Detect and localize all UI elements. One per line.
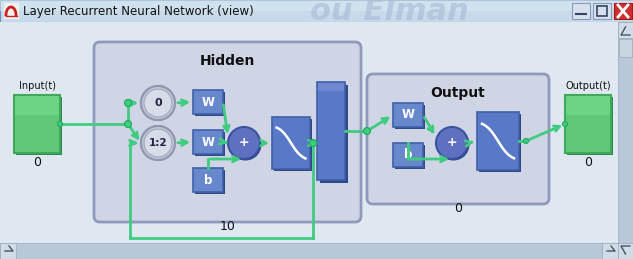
Text: 10: 10 — [220, 220, 235, 234]
Text: ou Elman: ou Elman — [310, 0, 469, 25]
FancyBboxPatch shape — [572, 3, 590, 19]
Circle shape — [563, 121, 568, 126]
FancyBboxPatch shape — [193, 130, 223, 154]
FancyBboxPatch shape — [565, 95, 611, 153]
FancyBboxPatch shape — [195, 92, 225, 116]
Circle shape — [363, 127, 370, 134]
FancyBboxPatch shape — [618, 243, 633, 259]
FancyBboxPatch shape — [393, 103, 423, 127]
Text: Input(t): Input(t) — [18, 81, 56, 91]
Circle shape — [310, 140, 316, 147]
FancyBboxPatch shape — [0, 243, 16, 259]
Circle shape — [140, 125, 176, 161]
Text: b: b — [204, 174, 212, 186]
FancyBboxPatch shape — [15, 96, 59, 115]
FancyBboxPatch shape — [272, 117, 310, 169]
Text: 0: 0 — [33, 155, 41, 169]
FancyBboxPatch shape — [479, 114, 521, 172]
FancyBboxPatch shape — [318, 83, 344, 91]
Circle shape — [437, 128, 470, 161]
FancyBboxPatch shape — [195, 170, 225, 194]
FancyBboxPatch shape — [614, 3, 632, 19]
FancyBboxPatch shape — [0, 243, 618, 259]
Circle shape — [140, 85, 176, 121]
FancyBboxPatch shape — [193, 90, 223, 114]
Circle shape — [125, 120, 132, 127]
FancyBboxPatch shape — [395, 105, 425, 129]
Text: 1:2: 1:2 — [149, 138, 167, 148]
Text: +: + — [447, 136, 457, 149]
Text: 0: 0 — [454, 203, 462, 215]
FancyBboxPatch shape — [566, 96, 610, 115]
Circle shape — [141, 86, 175, 120]
FancyBboxPatch shape — [0, 0, 633, 11]
Text: Output(t): Output(t) — [565, 81, 611, 91]
Text: W: W — [201, 135, 215, 148]
Circle shape — [125, 99, 132, 106]
FancyBboxPatch shape — [367, 74, 549, 204]
Text: 0: 0 — [154, 98, 162, 108]
FancyBboxPatch shape — [593, 3, 611, 19]
Circle shape — [228, 127, 260, 159]
Circle shape — [141, 126, 175, 160]
FancyBboxPatch shape — [618, 22, 633, 259]
FancyBboxPatch shape — [567, 97, 613, 155]
FancyBboxPatch shape — [618, 22, 633, 38]
Circle shape — [58, 121, 63, 126]
FancyBboxPatch shape — [602, 243, 618, 259]
Circle shape — [144, 89, 172, 117]
FancyBboxPatch shape — [14, 95, 60, 153]
FancyBboxPatch shape — [320, 85, 348, 183]
FancyBboxPatch shape — [477, 112, 519, 170]
FancyBboxPatch shape — [274, 119, 312, 171]
FancyBboxPatch shape — [193, 168, 223, 192]
FancyBboxPatch shape — [393, 143, 423, 167]
FancyBboxPatch shape — [94, 42, 361, 222]
FancyBboxPatch shape — [0, 22, 618, 244]
Circle shape — [144, 129, 172, 157]
Text: +: + — [239, 136, 249, 149]
Text: b: b — [404, 148, 412, 162]
FancyBboxPatch shape — [0, 0, 633, 22]
FancyBboxPatch shape — [317, 82, 345, 180]
Text: Layer Recurrent Neural Network (view): Layer Recurrent Neural Network (view) — [23, 4, 254, 18]
FancyBboxPatch shape — [16, 97, 62, 155]
FancyBboxPatch shape — [619, 39, 632, 57]
FancyBboxPatch shape — [395, 145, 425, 169]
Circle shape — [436, 127, 468, 159]
FancyBboxPatch shape — [4, 3, 19, 19]
FancyBboxPatch shape — [195, 132, 225, 156]
Text: W: W — [401, 109, 415, 121]
Text: Hidden: Hidden — [200, 54, 255, 68]
Circle shape — [523, 139, 529, 143]
Circle shape — [230, 128, 261, 161]
Text: W: W — [201, 96, 215, 109]
Text: Output: Output — [430, 86, 486, 100]
Text: 0: 0 — [584, 155, 592, 169]
